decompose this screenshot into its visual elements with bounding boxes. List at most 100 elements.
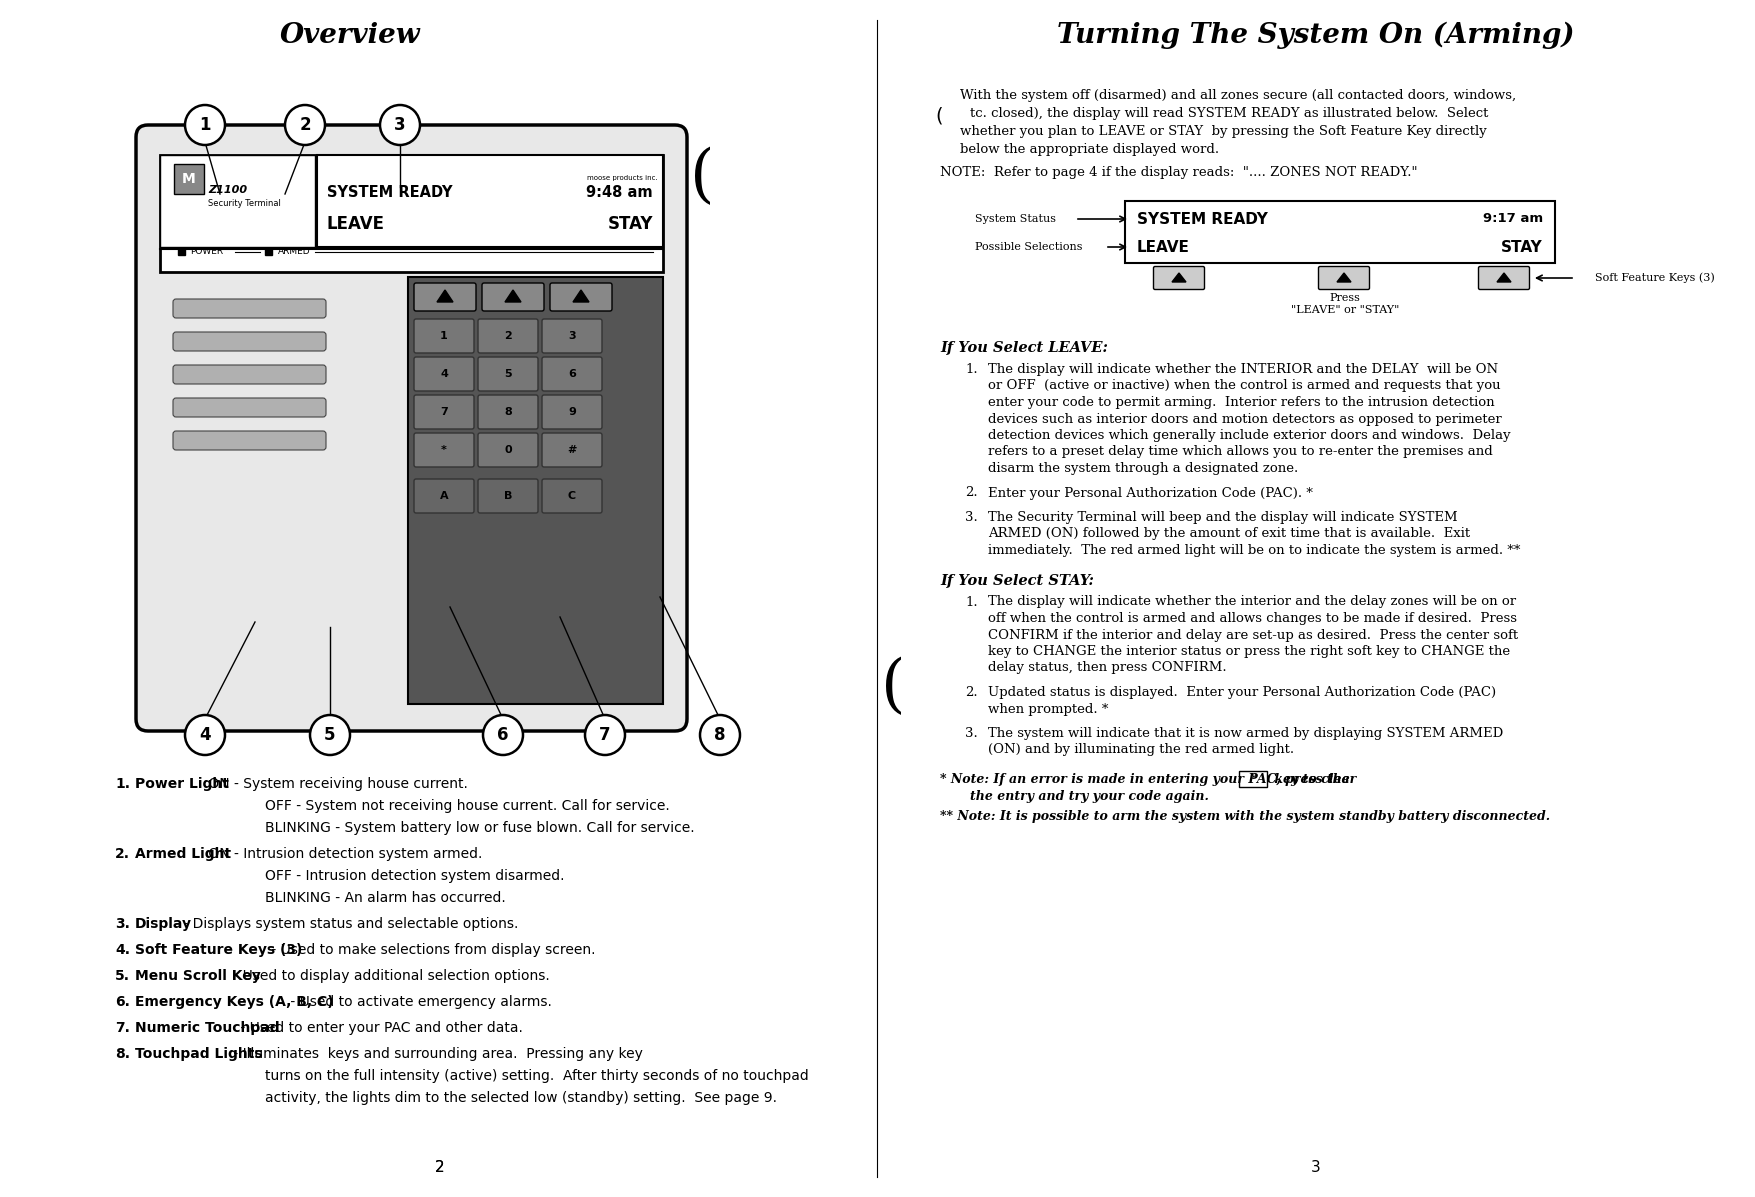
FancyBboxPatch shape: [477, 357, 539, 391]
Text: 0: 0: [504, 445, 512, 455]
Text: Soft Feature Keys (3): Soft Feature Keys (3): [135, 943, 302, 956]
Text: 1.: 1.: [116, 777, 130, 791]
Text: 3: 3: [569, 332, 576, 341]
Text: OFF - System not receiving house current. Call for service.: OFF - System not receiving house current…: [265, 800, 670, 813]
Text: 7: 7: [598, 727, 611, 745]
Text: below the appropriate displayed word.: below the appropriate displayed word.: [960, 142, 1220, 156]
FancyBboxPatch shape: [174, 164, 204, 194]
Text: 3.: 3.: [116, 917, 130, 931]
Text: LEAVE: LEAVE: [326, 215, 384, 233]
Text: 6.: 6.: [116, 995, 130, 1009]
Text: 9:48 am: 9:48 am: [586, 186, 653, 200]
Text: Z1100: Z1100: [209, 186, 247, 195]
FancyBboxPatch shape: [542, 357, 602, 391]
Text: Enter your Personal Authorization Code (PAC). *: Enter your Personal Authorization Code (…: [988, 486, 1313, 499]
FancyBboxPatch shape: [135, 124, 686, 731]
Text: System Status: System Status: [976, 214, 1057, 224]
Text: 7: 7: [441, 407, 448, 417]
FancyBboxPatch shape: [542, 395, 602, 429]
Polygon shape: [1337, 273, 1351, 282]
Polygon shape: [1497, 273, 1511, 282]
Text: delay status, then press CONFIRM.: delay status, then press CONFIRM.: [988, 662, 1227, 674]
Text: The Security Terminal will beep and the display will indicate SYSTEM: The Security Terminal will beep and the …: [988, 511, 1458, 524]
Text: refers to a preset delay time which allows you to re-enter the premises and: refers to a preset delay time which allo…: [988, 445, 1494, 458]
Text: ARMED (ON) followed by the amount of exit time that is available.  Exit: ARMED (ON) followed by the amount of exi…: [988, 528, 1471, 541]
Text: - Used to make selections from display screen.: - Used to make selections from display s…: [267, 943, 595, 956]
Text: 2: 2: [298, 116, 311, 134]
Text: 4: 4: [198, 727, 211, 745]
Text: 3: 3: [1311, 1160, 1322, 1175]
Text: ON - Intrusion detection system armed.: ON - Intrusion detection system armed.: [204, 847, 483, 861]
Text: M: M: [183, 172, 197, 186]
Bar: [265, 248, 272, 255]
Text: enter your code to permit arming.  Interior refers to the intrusion detection: enter your code to permit arming. Interi…: [988, 396, 1495, 409]
Text: 5: 5: [504, 369, 512, 379]
Text: * Note: If an error is made in entering your PAC, press the: * Note: If an error is made in entering …: [941, 773, 1355, 786]
Text: Possible Selections: Possible Selections: [976, 242, 1083, 253]
Text: or OFF  (active or inactive) when the control is armed and requests that you: or OFF (active or inactive) when the con…: [988, 379, 1501, 393]
Text: ** Note: It is possible to arm the system with the system standby battery discon: ** Note: It is possible to arm the syste…: [941, 810, 1550, 824]
Text: the entry and try your code again.: the entry and try your code again.: [971, 790, 1209, 803]
Text: #: #: [567, 445, 577, 455]
FancyBboxPatch shape: [414, 433, 474, 467]
Text: - Used to display additional selection options.: - Used to display additional selection o…: [230, 970, 551, 983]
Text: devices such as interior doors and motion detectors as opposed to perimeter: devices such as interior doors and motio…: [988, 413, 1502, 425]
Text: 5.: 5.: [116, 970, 130, 983]
Text: C: C: [569, 491, 576, 502]
FancyBboxPatch shape: [414, 479, 474, 514]
Text: STAY: STAY: [607, 215, 653, 233]
Text: 5: 5: [325, 727, 335, 745]
Text: The display will indicate whether the interior and the delay zones will be on or: The display will indicate whether the in…: [988, 595, 1516, 608]
Polygon shape: [505, 290, 521, 302]
Text: (: (: [881, 657, 906, 718]
Text: 2: 2: [504, 332, 512, 341]
Text: Menu Scroll Key: Menu Scroll Key: [135, 970, 261, 983]
Text: Press
"LEAVE" or "STAY": Press "LEAVE" or "STAY": [1292, 293, 1399, 315]
Polygon shape: [572, 290, 590, 302]
FancyBboxPatch shape: [174, 332, 326, 351]
Text: disarm the system through a designated zone.: disarm the system through a designated z…: [988, 462, 1299, 475]
Text: tc. closed), the display will read SYSTEM READY as illustrated below.  Select: tc. closed), the display will read SYSTE…: [971, 107, 1488, 120]
Text: 1: 1: [441, 332, 448, 341]
Text: SYSTEM READY: SYSTEM READY: [1137, 212, 1267, 226]
Text: POWER: POWER: [190, 248, 223, 256]
Text: Numeric Touchpad: Numeric Touchpad: [135, 1021, 279, 1035]
Text: LEAVE: LEAVE: [1137, 239, 1190, 255]
FancyBboxPatch shape: [414, 318, 474, 353]
Text: *: *: [1250, 774, 1257, 784]
FancyBboxPatch shape: [1125, 201, 1555, 263]
Text: 4.: 4.: [116, 943, 130, 956]
FancyBboxPatch shape: [542, 433, 602, 467]
Circle shape: [184, 715, 225, 755]
Text: activity, the lights dim to the selected low (standby) setting.  See page 9.: activity, the lights dim to the selected…: [265, 1090, 777, 1105]
FancyBboxPatch shape: [174, 431, 326, 450]
Text: The system will indicate that it is now armed by displaying SYSTEM ARMED: The system will indicate that it is now …: [988, 727, 1504, 740]
FancyBboxPatch shape: [414, 282, 476, 311]
Text: Armed Light: Armed Light: [135, 847, 232, 861]
Text: (ON) and by illuminating the red armed light.: (ON) and by illuminating the red armed l…: [988, 743, 1293, 757]
Circle shape: [700, 715, 741, 755]
Text: SYSTEM READY: SYSTEM READY: [326, 186, 453, 200]
Text: Power Light: Power Light: [135, 777, 228, 791]
Text: BLINKING - System battery low or fuse blown. Call for service.: BLINKING - System battery low or fuse bl…: [265, 821, 695, 836]
FancyBboxPatch shape: [174, 365, 326, 384]
Text: 2.: 2.: [965, 486, 978, 499]
Text: Security Terminal: Security Terminal: [209, 199, 281, 208]
Text: ON - System receiving house current.: ON - System receiving house current.: [204, 777, 469, 791]
Bar: [177, 248, 184, 255]
Text: off when the control is armed and allows changes to be made if desired.  Press: off when the control is armed and allows…: [988, 612, 1516, 625]
FancyBboxPatch shape: [1318, 267, 1369, 290]
FancyBboxPatch shape: [477, 318, 539, 353]
Text: 3.: 3.: [965, 727, 978, 740]
Text: OFF - Intrusion detection system disarmed.: OFF - Intrusion detection system disarme…: [265, 869, 565, 883]
Circle shape: [311, 715, 349, 755]
Text: Turning The System On (Arming): Turning The System On (Arming): [1057, 22, 1574, 49]
Text: Display: Display: [135, 917, 191, 931]
FancyBboxPatch shape: [542, 318, 602, 353]
Text: Updated status is displayed.  Enter your Personal Authorization Code (PAC): Updated status is displayed. Enter your …: [988, 686, 1495, 699]
Text: 8: 8: [504, 407, 512, 417]
Text: 8: 8: [714, 727, 727, 745]
FancyBboxPatch shape: [1153, 267, 1204, 290]
Text: moose products inc.: moose products inc.: [588, 175, 658, 181]
Text: immediately.  The red armed light will be on to indicate the system is armed. **: immediately. The red armed light will be…: [988, 543, 1520, 557]
